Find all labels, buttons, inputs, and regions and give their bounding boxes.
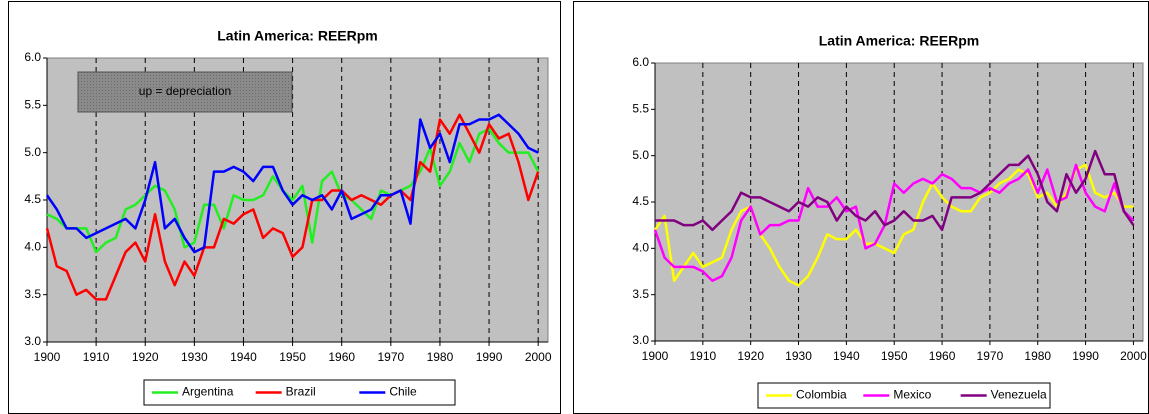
x-tick-label: 1980	[427, 350, 454, 364]
legend-label: Chile	[389, 385, 417, 399]
plot-area	[654, 62, 1144, 342]
legend-label: Argentina	[182, 385, 234, 399]
y-tick-label: 4.5	[632, 194, 649, 208]
y-tick-label: 4.5	[24, 192, 41, 206]
y-tick-label: 4.0	[632, 241, 649, 255]
x-tick-label: 1900	[642, 349, 669, 363]
series-line	[46, 127, 540, 254]
y-tick-label: 5.0	[632, 148, 649, 162]
x-tick-label: 1940	[833, 349, 860, 363]
legend-box	[143, 379, 456, 406]
annotation-box	[77, 71, 293, 113]
annotation: up = depreciation	[139, 84, 231, 98]
series-line	[45, 113, 539, 254]
x-tick-label: 1960	[328, 350, 355, 364]
x-tick-label: 1910	[83, 350, 110, 364]
y-tick-label: 5.0	[24, 145, 41, 159]
x-tick-label: 2000	[1120, 349, 1147, 363]
y-tick-label: 3.0	[632, 333, 649, 347]
series-line	[45, 113, 540, 301]
x-tick-label: 1980	[1024, 349, 1051, 363]
y-tick-label: 4.0	[24, 240, 41, 254]
y-tick-label: 6.0	[632, 55, 649, 69]
x-tick-label: 1900	[34, 350, 61, 364]
x-tick-label: 1920	[737, 349, 764, 363]
x-tick-label: 1950	[881, 349, 908, 363]
x-tick-label: 1960	[929, 349, 956, 363]
y-tick-label: 5.5	[24, 98, 41, 112]
x-tick-label: 1990	[476, 350, 503, 364]
series-line	[653, 163, 1134, 287]
x-tick-label: 1920	[132, 350, 159, 364]
legend-label: Venezuela	[991, 388, 1047, 402]
y-tick-label: 3.5	[24, 287, 41, 301]
series-line	[653, 163, 1135, 283]
y-tick-label: 3.0	[24, 334, 41, 348]
x-tick-label: 1940	[230, 350, 257, 364]
x-tick-label: 1930	[181, 350, 208, 364]
x-tick-label: 1970	[377, 350, 404, 364]
legend-label: Colombia	[796, 388, 847, 402]
x-tick-label: 2000	[525, 350, 552, 364]
x-tick-label: 1930	[785, 349, 812, 363]
x-tick-label: 1910	[689, 349, 716, 363]
y-tick-label: 6.0	[24, 50, 41, 64]
y-tick-label: 5.5	[632, 102, 649, 116]
legend-box	[757, 382, 1051, 409]
chart-title: Latin America: REERpm	[819, 33, 980, 49]
y-tick-label: 3.5	[632, 287, 649, 301]
x-tick-label: 1950	[279, 350, 306, 364]
series-line	[655, 149, 1135, 232]
legend-label: Brazil	[286, 385, 316, 399]
chart-title: Latin America: REERpm	[217, 28, 378, 44]
x-tick-label: 1990	[1072, 349, 1099, 363]
x-tick-label: 1970	[977, 349, 1004, 363]
legend-label: Mexico	[893, 388, 931, 402]
